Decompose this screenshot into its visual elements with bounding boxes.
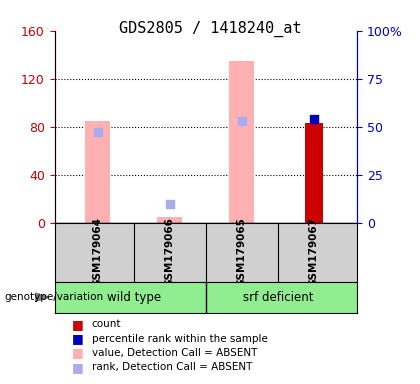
Bar [157,217,182,223]
Text: ■: ■ [71,346,83,359]
Text: wild type: wild type [107,291,161,304]
Text: GDS2805 / 1418240_at: GDS2805 / 1418240_at [119,21,301,37]
Text: GSM179066: GSM179066 [165,218,175,287]
Text: GSM179064: GSM179064 [93,217,103,288]
Point [239,118,245,124]
Point [94,129,101,136]
Text: srf deficient: srf deficient [242,291,313,304]
Bar [85,121,110,223]
Text: GSM179067: GSM179067 [309,217,319,288]
Text: ■: ■ [71,318,83,331]
Text: genotype/variation: genotype/variation [4,292,103,302]
Text: ■: ■ [71,332,83,345]
Text: rank, Detection Call = ABSENT: rank, Detection Call = ABSENT [92,362,252,372]
Text: ■: ■ [71,361,83,374]
Text: count: count [92,319,121,329]
Bar [305,123,323,223]
Text: GSM179065: GSM179065 [237,218,247,287]
Bar [229,61,255,223]
Point [310,116,317,122]
Text: value, Detection Call = ABSENT: value, Detection Call = ABSENT [92,348,257,358]
Polygon shape [35,293,49,301]
Point [166,200,173,207]
Text: percentile rank within the sample: percentile rank within the sample [92,334,268,344]
